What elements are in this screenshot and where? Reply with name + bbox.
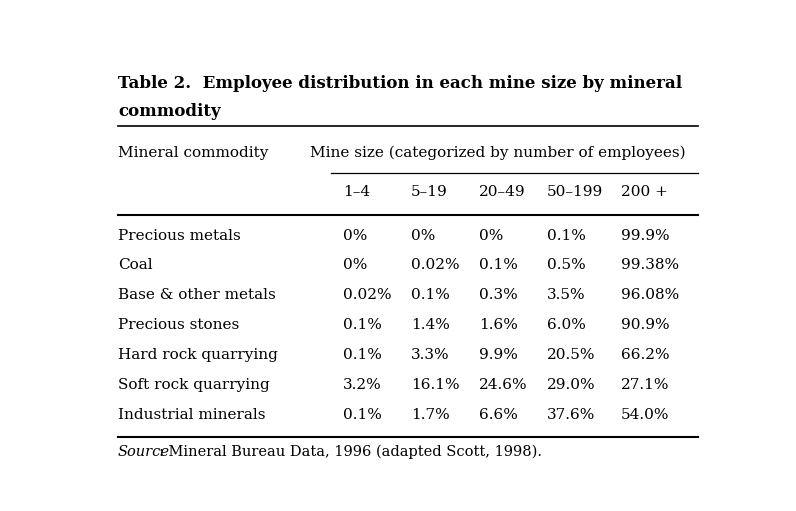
Text: 20.5%: 20.5% [547,348,595,362]
Text: Base & other metals: Base & other metals [118,288,275,303]
Text: Table 2.  Employee distribution in each mine size by mineral: Table 2. Employee distribution in each m… [118,75,682,92]
Text: 0.1%: 0.1% [343,408,382,422]
Text: 29.0%: 29.0% [547,378,595,392]
Text: 200 +: 200 + [621,185,668,199]
Text: 0%: 0% [343,228,368,243]
Text: 3.5%: 3.5% [547,288,585,303]
Text: Mineral commodity: Mineral commodity [118,146,268,160]
Text: 24.6%: 24.6% [479,378,528,392]
Text: Precious metals: Precious metals [118,228,240,243]
Text: 9.9%: 9.9% [479,348,517,362]
Text: Hard rock quarrying: Hard rock quarrying [118,348,278,362]
Text: 0%: 0% [343,259,368,272]
Text: 1.4%: 1.4% [411,318,450,332]
Text: 99.38%: 99.38% [621,259,679,272]
Text: 0.1%: 0.1% [479,259,517,272]
Text: 3.3%: 3.3% [411,348,450,362]
Text: 96.08%: 96.08% [621,288,679,303]
Text: 0.1%: 0.1% [343,348,382,362]
Text: 1–4: 1–4 [343,185,370,199]
Text: 0.02%: 0.02% [411,259,459,272]
Text: 16.1%: 16.1% [411,378,459,392]
Text: 0.1%: 0.1% [343,318,382,332]
Text: Coal: Coal [118,259,153,272]
Text: Industrial minerals: Industrial minerals [118,408,266,422]
Text: 1.6%: 1.6% [479,318,517,332]
Text: 1.7%: 1.7% [411,408,450,422]
Text: 6.0%: 6.0% [547,318,586,332]
Text: 27.1%: 27.1% [621,378,669,392]
Text: Source: Source [118,445,170,459]
Text: 20–49: 20–49 [479,185,525,199]
Text: 0.5%: 0.5% [547,259,586,272]
Text: 0.3%: 0.3% [479,288,517,303]
Text: 0.02%: 0.02% [343,288,392,303]
Text: 0%: 0% [411,228,435,243]
Text: 0%: 0% [479,228,503,243]
Text: 37.6%: 37.6% [547,408,595,422]
Text: 66.2%: 66.2% [621,348,669,362]
Text: 0.1%: 0.1% [411,288,450,303]
Text: 99.9%: 99.9% [621,228,669,243]
Text: 3.2%: 3.2% [343,378,382,392]
Text: 6.6%: 6.6% [479,408,517,422]
Text: 0.1%: 0.1% [547,228,586,243]
Text: commodity: commodity [118,103,220,120]
Text: 5–19: 5–19 [411,185,448,199]
Text: Precious stones: Precious stones [118,318,240,332]
Text: 54.0%: 54.0% [621,408,669,422]
Text: 50–199: 50–199 [547,185,603,199]
Text: : Mineral Bureau Data, 1996 (adapted Scott, 1998).: : Mineral Bureau Data, 1996 (adapted Sco… [159,445,542,459]
Text: Soft rock quarrying: Soft rock quarrying [118,378,270,392]
Text: 90.9%: 90.9% [621,318,669,332]
Text: Mine size (categorized by number of employees): Mine size (categorized by number of empl… [310,146,685,160]
